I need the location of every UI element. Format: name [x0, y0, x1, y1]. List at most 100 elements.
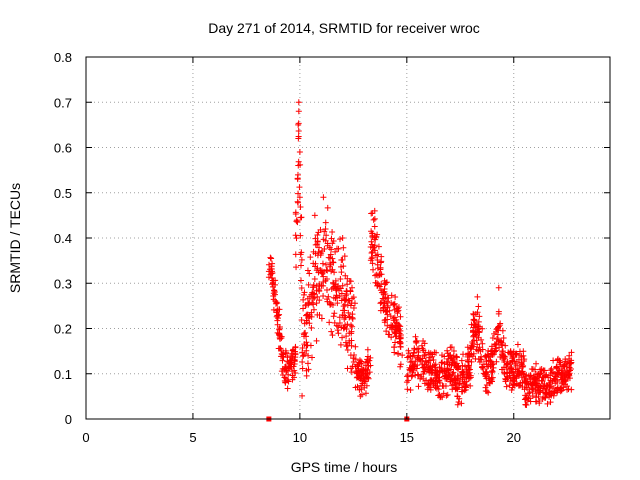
data-point [413, 338, 420, 345]
data-point [548, 369, 555, 376]
data-point [567, 365, 574, 372]
data-point [463, 366, 470, 373]
data-point [394, 305, 401, 312]
data-point [533, 360, 540, 367]
data-point [464, 353, 471, 360]
data-point [482, 370, 489, 377]
data-point [459, 388, 466, 395]
data-point [555, 369, 562, 376]
data-point [419, 364, 426, 371]
data-point [309, 284, 316, 291]
data-point [392, 333, 399, 340]
data-point [509, 358, 516, 365]
data-point [304, 311, 311, 318]
data-point [384, 304, 391, 311]
data-point [463, 384, 470, 391]
data-point [368, 238, 375, 245]
data-point [504, 361, 511, 368]
data-point [518, 352, 525, 359]
data-point [420, 371, 427, 378]
data-point [512, 360, 519, 367]
data-point [343, 343, 350, 350]
data-point [303, 372, 310, 379]
data-point [518, 359, 525, 366]
data-point [340, 244, 347, 251]
data-point [377, 287, 384, 294]
data-point [304, 295, 311, 302]
data-point [542, 389, 549, 396]
data-point [288, 359, 295, 366]
data-point [496, 322, 503, 329]
data-point [513, 373, 520, 380]
data-point [384, 311, 391, 318]
data-point [493, 347, 500, 354]
data-point [425, 380, 432, 387]
data-point [563, 368, 570, 375]
data-point [305, 366, 312, 373]
data-point [391, 344, 398, 351]
data-point [268, 255, 275, 262]
data-point [267, 271, 274, 278]
data-point [444, 347, 451, 354]
data-point [382, 279, 389, 286]
data-point [475, 303, 482, 310]
data-point [367, 244, 374, 251]
data-point [310, 248, 317, 255]
data-point [435, 374, 442, 381]
data-point [507, 349, 514, 356]
data-point [551, 376, 558, 383]
data-point [265, 261, 272, 268]
data-point [414, 354, 421, 361]
data-point [556, 359, 563, 366]
data-point [377, 265, 384, 272]
data-point [438, 359, 445, 366]
data-point [488, 350, 495, 357]
data-point [405, 347, 412, 354]
data-point [296, 194, 303, 201]
data-point [380, 295, 387, 302]
data-point [476, 359, 483, 366]
data-point [357, 393, 364, 400]
data-point [411, 346, 418, 353]
data-point [511, 382, 518, 389]
data-point [344, 346, 351, 353]
data-point [434, 378, 441, 385]
data-point [525, 372, 532, 379]
data-point [371, 247, 378, 254]
data-point [501, 355, 508, 362]
data-point [559, 379, 566, 386]
data-point [330, 280, 337, 287]
data-point [454, 401, 461, 408]
data-point [365, 375, 372, 382]
y-axis-label: SRMTID / TECUs [7, 183, 23, 293]
data-markers [265, 99, 575, 422]
data-point [331, 310, 338, 317]
data-point [295, 135, 302, 142]
data-point [300, 291, 307, 298]
data-point [520, 348, 527, 355]
data-point [503, 383, 510, 390]
data-point [488, 375, 495, 382]
data-point [320, 194, 327, 201]
data-point [320, 236, 327, 243]
data-point [421, 368, 428, 375]
data-point [295, 108, 302, 115]
data-point [433, 385, 440, 392]
data-point [430, 356, 437, 363]
data-point [453, 364, 460, 371]
data-point [293, 218, 300, 225]
data-point [316, 281, 323, 288]
data-point [560, 363, 567, 370]
data-point [299, 359, 306, 366]
data-point [492, 342, 499, 349]
data-point [412, 358, 419, 365]
data-point [503, 364, 510, 371]
data-point [299, 365, 306, 372]
data-point [461, 363, 468, 370]
data-point [415, 356, 422, 363]
data-point [321, 228, 328, 235]
data-point [547, 367, 554, 374]
plot-frame [85, 56, 611, 420]
data-point [322, 225, 329, 232]
